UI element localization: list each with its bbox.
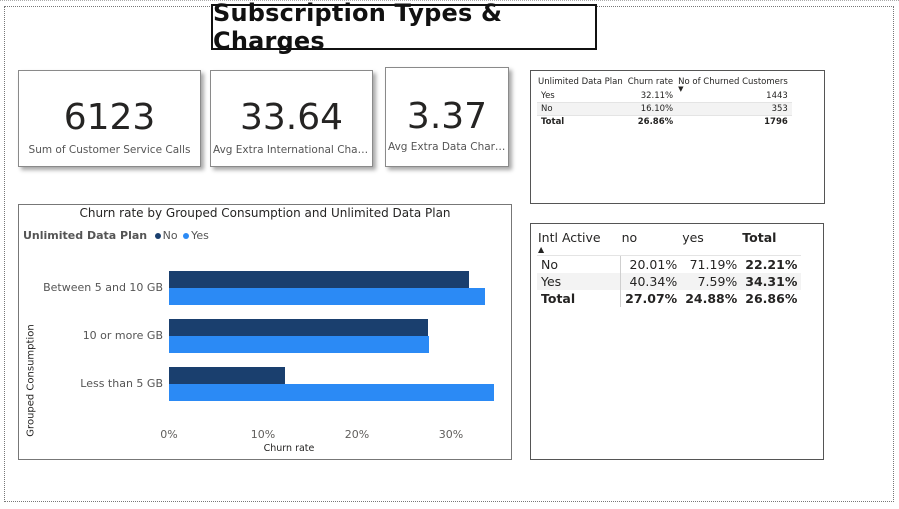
- table-row[interactable]: Yes 32.11% 1443: [537, 90, 792, 103]
- table-row[interactable]: No 16.10% 353: [537, 102, 792, 116]
- x-axis-title: Churn rate: [263, 443, 315, 454]
- kpi-card-intl-charges[interactable]: 33.64 Avg Extra International Charg...: [210, 70, 373, 167]
- table-cell: 7.59%: [681, 273, 742, 290]
- sort-asc-icon[interactable]: ▲: [538, 245, 545, 254]
- table-row[interactable]: Yes 40.34% 7.59% 34.31%: [537, 273, 802, 290]
- kpi-value: 3.37: [406, 96, 488, 137]
- table-cell: 26.86%: [637, 117, 674, 127]
- table-cell: Total: [541, 117, 565, 127]
- column-header[interactable]: Total: [741, 230, 802, 256]
- category-label: 10 or more GB: [82, 329, 163, 342]
- legend-item-yes[interactable]: Yes: [191, 229, 209, 242]
- chart-legend: Unlimited Data Plan No Yes: [23, 229, 209, 242]
- table-cell: 1796: [764, 117, 788, 127]
- table-cell: 22.21%: [745, 257, 798, 272]
- row-header: No: [537, 255, 622, 273]
- column-header[interactable]: Churn rate: [627, 77, 674, 87]
- table-cell: Yes: [537, 90, 627, 103]
- bar-no-1[interactable]: [169, 319, 428, 336]
- category-label: Less than 5 GB: [80, 377, 163, 390]
- churn-by-plan-table: Unlimited Data Plan Churn rate ▼ No of Ch…: [537, 76, 792, 128]
- legend-marker-yes: [183, 232, 190, 239]
- bar-no-2[interactable]: [169, 367, 285, 384]
- table-total-row: Total 27.07% 24.88% 26.86%: [537, 290, 801, 307]
- x-tick-label: 20%: [344, 428, 370, 441]
- column-header[interactable]: no: [620, 230, 682, 256]
- legend-marker-no: [154, 232, 161, 239]
- table-cell: 71.19%: [689, 257, 738, 272]
- table-cell: 353: [677, 102, 792, 116]
- chart-title: Churn rate by Grouped Consumption and Un…: [79, 206, 451, 220]
- kpi-label: Avg Extra Data Charges: [388, 141, 506, 153]
- bar-yes-0[interactable]: [169, 288, 485, 305]
- kpi-card-service-calls[interactable]: 6123 Sum of Customer Service Calls: [18, 70, 201, 167]
- row-header: Total: [537, 290, 622, 307]
- table-row[interactable]: No 20.01% 71.19% 22.21%: [537, 255, 801, 273]
- churn-by-plan-table-panel[interactable]: Unlimited Data Plan Churn rate ▼ No of Ch…: [530, 70, 825, 204]
- intl-active-matrix-panel[interactable]: Intl Active ▲ no yes Total No 20.01% 71.1…: [530, 223, 824, 460]
- legend-item-no[interactable]: No: [162, 229, 178, 242]
- table-cell: 26.86%: [745, 291, 798, 306]
- x-tick-label: 30%: [438, 428, 464, 441]
- table-cell: 27.07%: [625, 291, 678, 306]
- table-cell: No: [537, 102, 627, 116]
- column-header[interactable]: ▼ No of Churned Customers: [678, 77, 788, 93]
- page-title: Subscription Types & Charges: [211, 0, 597, 55]
- table-total-row: Total 26.86% 1796: [537, 116, 792, 129]
- sort-desc-icon[interactable]: ▼: [678, 85, 684, 93]
- table-cell: 1443: [677, 90, 792, 103]
- kpi-card-data-charges[interactable]: 3.37 Avg Extra Data Charges: [385, 67, 509, 167]
- bar-yes-1[interactable]: [169, 336, 429, 353]
- legend-title: Unlimited Data Plan: [23, 229, 148, 242]
- x-tick-label: 0%: [160, 428, 178, 441]
- table-cell: 20.01%: [629, 257, 678, 272]
- kpi-label: Sum of Customer Service Calls: [28, 144, 191, 156]
- top-strip: [0, 0, 899, 4]
- kpi-label: Avg Extra International Charg...: [213, 144, 370, 156]
- bar-no-0[interactable]: [169, 271, 469, 288]
- x-tick-label: 10%: [250, 428, 276, 441]
- churn-rate-bar-chart[interactable]: Churn rate by Grouped Consumption and Un…: [18, 204, 512, 460]
- intl-active-matrix: Intl Active ▲ no yes Total No 20.01% 71.1…: [537, 230, 802, 307]
- bar-yes-2[interactable]: [169, 384, 494, 401]
- column-header[interactable]: Intl Active ▲: [537, 230, 621, 256]
- row-header: Yes: [537, 273, 622, 290]
- column-header[interactable]: Unlimited Data Plan: [538, 77, 623, 87]
- table-cell: 16.10%: [626, 102, 678, 116]
- kpi-value: 6123: [63, 97, 156, 138]
- table-cell: 24.88%: [685, 291, 738, 306]
- column-header[interactable]: yes: [681, 230, 742, 256]
- table-cell: 40.34%: [620, 273, 682, 290]
- kpi-value: 33.64: [239, 97, 344, 138]
- table-cell: 34.31%: [741, 273, 802, 290]
- table-cell: 32.11%: [626, 90, 678, 103]
- category-label: Between 5 and 10 GB: [43, 281, 163, 294]
